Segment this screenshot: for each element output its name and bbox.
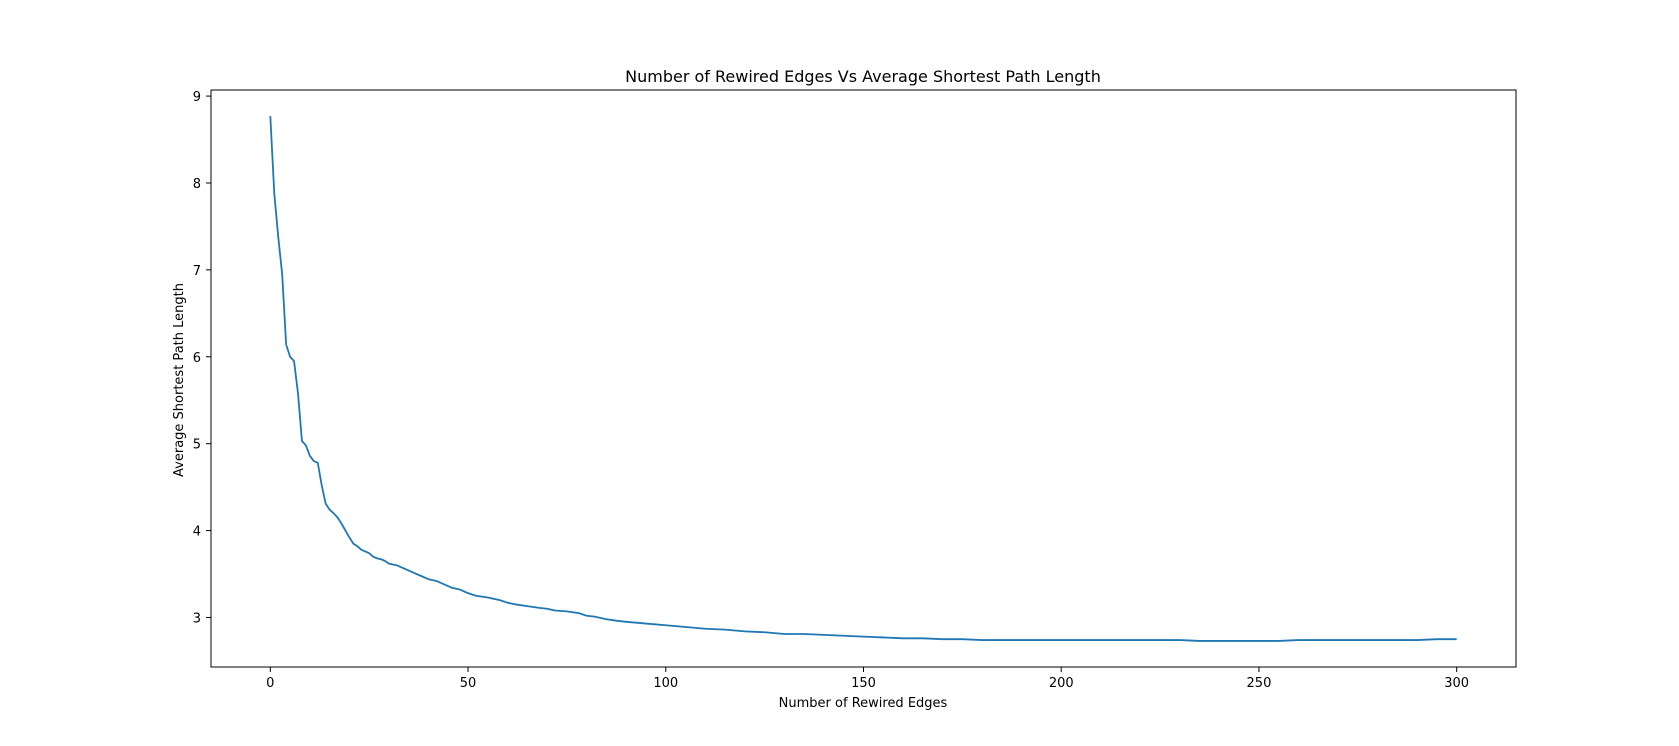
y-tick-label: 3 (193, 611, 201, 626)
x-axis-label: Number of Rewired Edges (779, 696, 948, 711)
y-tick-label: 5 (193, 438, 201, 453)
x-tick-label: 0 (266, 676, 274, 691)
y-tick-label: 8 (193, 177, 201, 192)
x-tick-label: 250 (1247, 676, 1272, 691)
y-tick-label: 6 (193, 351, 201, 366)
chart-title: Number of Rewired Edges Vs Average Short… (625, 67, 1101, 86)
series-line (269, 116, 1457, 642)
x-tick-label: 100 (653, 676, 678, 691)
x-tick-label: 50 (460, 676, 477, 691)
x-tick-label: 150 (851, 676, 876, 691)
y-axis-label: Average Shortest Path Length (172, 283, 187, 477)
plot-area: 0 50 100 150 200 250 300 3 4 5 6 7 8 9 (193, 89, 1517, 691)
x-tick-label: 300 (1444, 676, 1469, 691)
y-tick-label: 9 (193, 90, 201, 105)
y-tick-label: 4 (193, 525, 201, 540)
x-tick-label: 200 (1049, 676, 1074, 691)
plot-frame (210, 89, 1517, 668)
y-tick-label: 7 (193, 264, 201, 279)
